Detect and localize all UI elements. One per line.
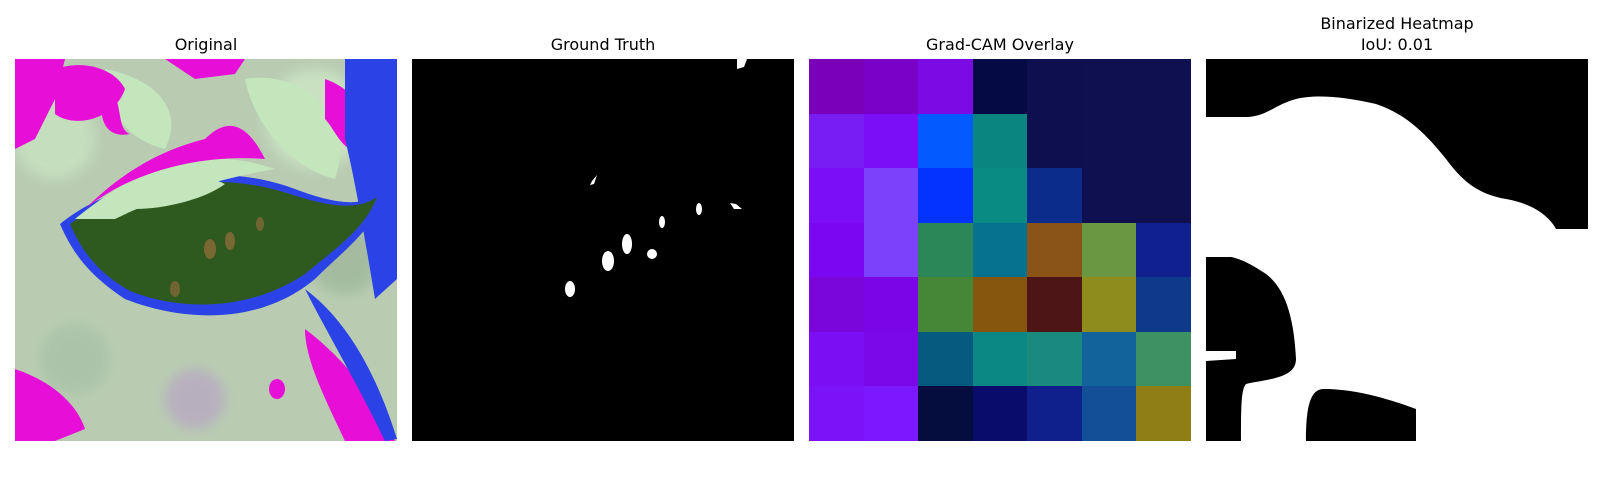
- gradcam-cell: [1082, 332, 1136, 386]
- gradcam-cell: [1027, 277, 1082, 332]
- gradcam-cell: [918, 277, 973, 332]
- gradcam-cell: [1027, 59, 1082, 114]
- gradcam-cell: [918, 59, 973, 114]
- iou-label: IoU: 0.01: [1360, 35, 1434, 54]
- gradcam-cell: [1027, 223, 1082, 277]
- gradcam-cell: [1082, 168, 1136, 223]
- gradcam-cell: [809, 332, 864, 386]
- original-leaf-picture: [15, 59, 397, 441]
- gradcam-cell: [973, 277, 1027, 332]
- gradcam-cell: [1136, 386, 1191, 441]
- gradcam-cell: [809, 59, 864, 114]
- gradcam-cell: [809, 386, 864, 441]
- gradcam-cell: [973, 168, 1027, 223]
- gradcam-cell: [1136, 114, 1191, 168]
- gradcam-cell: [1027, 168, 1082, 223]
- gradcam-grid: [809, 59, 1191, 441]
- gradcam-cell: [864, 332, 918, 386]
- gradcam-cell: [864, 168, 918, 223]
- gradcam-cell: [973, 223, 1027, 277]
- ground-truth-title: Ground Truth: [550, 35, 656, 54]
- gradcam-cell: [918, 386, 973, 441]
- gradcam-cell: [918, 168, 973, 223]
- gradcam-cell: [1082, 277, 1136, 332]
- gradcam-cell: [1136, 168, 1191, 223]
- binarized-heatmap-picture: [1206, 59, 1588, 441]
- gradcam-cell: [918, 114, 973, 168]
- gradcam-cell: [973, 386, 1027, 441]
- binarized-title: Binarized Heatmap: [1320, 14, 1474, 33]
- gradcam-cell: [809, 223, 864, 277]
- gradcam-cell: [809, 277, 864, 332]
- gradcam-cell: [973, 332, 1027, 386]
- gradcam-cell: [864, 223, 918, 277]
- gradcam-cell: [1027, 114, 1082, 168]
- gradcam-cell: [864, 114, 918, 168]
- gradcam-cell: [918, 223, 973, 277]
- gradcam-cell: [809, 114, 864, 168]
- gradcam-cell: [1082, 386, 1136, 441]
- gradcam-cell: [1027, 332, 1082, 386]
- gradcam-cell: [1136, 223, 1191, 277]
- gradcam-cell: [864, 59, 918, 114]
- gradcam-cell: [973, 114, 1027, 168]
- gradcam-cell: [1082, 114, 1136, 168]
- gradcam-cell: [973, 59, 1027, 114]
- original-title: Original: [174, 35, 238, 54]
- gradcam-title: Grad-CAM Overlay: [926, 35, 1074, 54]
- gradcam-cell: [1136, 59, 1191, 114]
- binarized-heatmap: [1206, 59, 1588, 441]
- gradcam-cell: [864, 386, 918, 441]
- gradcam-cell: [1136, 332, 1191, 386]
- ground-truth-mask-picture: [412, 59, 794, 441]
- gradcam-overlay: [809, 59, 1191, 441]
- original-image: [15, 59, 397, 441]
- gradcam-cell: [1136, 277, 1191, 332]
- gradcam-cell: [864, 277, 918, 332]
- ground-truth-mask: [412, 59, 794, 441]
- gradcam-cell: [918, 332, 973, 386]
- gradcam-cell: [1027, 386, 1082, 441]
- gradcam-cell: [1082, 223, 1136, 277]
- gradcam-cell: [809, 168, 864, 223]
- gradcam-cell: [1082, 59, 1136, 114]
